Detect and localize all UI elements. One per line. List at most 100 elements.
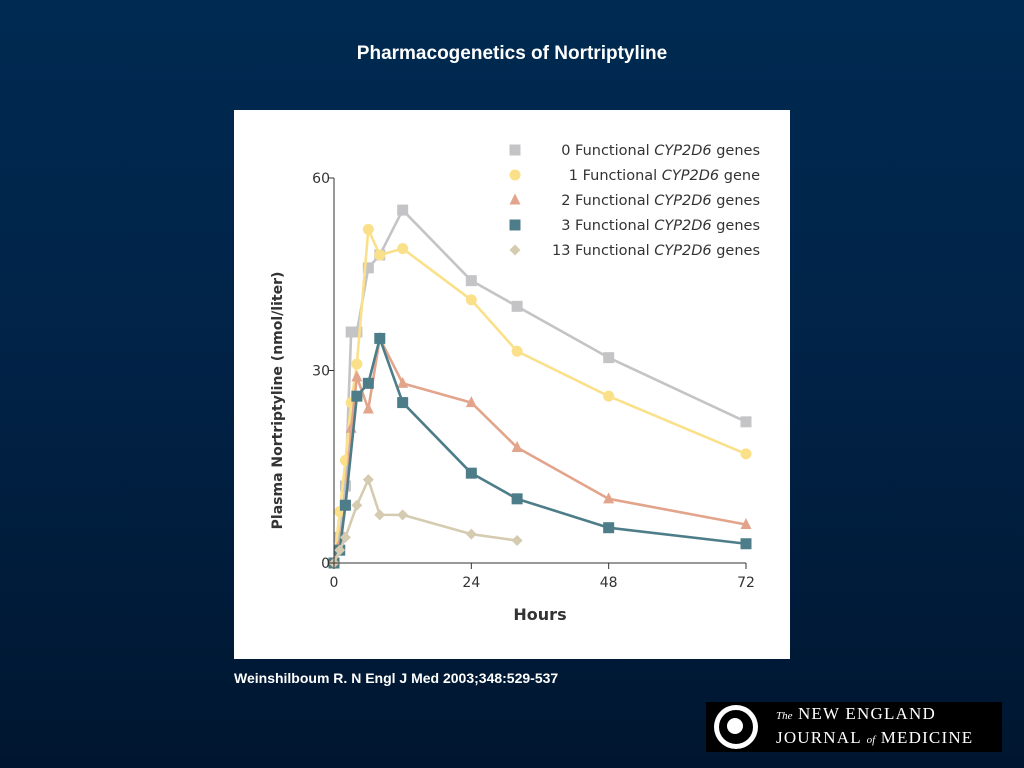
data-point-3-8	[511, 493, 523, 505]
legend-label-prefix-3: 3 Functional	[561, 218, 654, 234]
nejm-of: of	[866, 734, 876, 746]
data-point-1-7	[397, 243, 409, 255]
legend-label-gene-2: CYP2D6	[654, 193, 711, 209]
slide-title: Pharmacogenetics of Nortriptyline	[356, 43, 668, 64]
data-point-0-9	[511, 300, 523, 312]
legend-label-gene-3: CYP2D6	[654, 218, 711, 234]
data-point-2-8	[465, 396, 477, 408]
legend-marker-1	[509, 169, 521, 181]
data-point-2-4	[351, 370, 363, 382]
legend-label-suffix-2: genes	[712, 193, 760, 209]
x-tick-label-0: 0	[330, 575, 339, 591]
legend-label-3: 3 Functional CYP2D6 genes	[561, 218, 760, 234]
data-point-4-1	[334, 544, 346, 556]
legend-label-suffix-4: genes	[712, 243, 760, 259]
data-point-3-5	[374, 332, 386, 344]
legend-label-prefix-2: 2 Functional	[561, 193, 654, 209]
citation: Weinshilboum R. N Engl J Med 2003;348:52…	[234, 670, 559, 686]
data-point-1-4	[351, 358, 363, 370]
nejm-wordmark: The NEW ENGLAND JOURNAL of MEDICINE	[776, 703, 973, 751]
legend-label-prefix-1: 1 Functional	[569, 168, 662, 184]
y-tick-label-1: 30	[312, 364, 330, 380]
legend-label-gene-1: CYP2D6	[662, 168, 719, 184]
data-point-4-5	[374, 509, 386, 521]
legend-item-1: 1 Functional CYP2D6 gene	[509, 168, 760, 184]
data-point-3-4	[362, 377, 374, 389]
legend-label-0: 0 Functional CYP2D6 genes	[561, 143, 760, 159]
data-point-1-9	[511, 345, 523, 357]
data-point-4-3	[351, 499, 363, 511]
series-line-2	[332, 337, 747, 564]
legend-marker-3	[509, 219, 521, 231]
data-point-0-3	[345, 326, 357, 338]
nejm-the: The	[776, 710, 793, 722]
data-point-3-3	[351, 390, 363, 402]
series-3	[328, 332, 752, 569]
data-point-3-9	[603, 522, 615, 534]
legend-label-2: 2 Functional CYP2D6 genes	[561, 193, 760, 209]
series-2	[328, 331, 752, 568]
data-point-3-2	[339, 499, 351, 511]
data-point-1-8	[465, 294, 477, 306]
legend-label-gene-4: CYP2D6	[654, 243, 711, 259]
legend-item-2: 2 Functional CYP2D6 genes	[509, 193, 760, 209]
data-point-1-5	[362, 223, 374, 235]
data-point-1-10	[603, 390, 615, 402]
legend-label-suffix-3: genes	[712, 218, 760, 234]
nejm-new-england: NEW ENGLAND	[797, 704, 936, 723]
data-point-4-4	[362, 474, 374, 486]
legend-label-suffix-1: gene	[719, 168, 760, 184]
data-point-2-7	[397, 376, 409, 388]
data-point-0-11	[740, 416, 752, 428]
data-point-4-6	[397, 509, 409, 521]
data-point-0-10	[603, 352, 615, 364]
data-point-1-6	[374, 249, 386, 261]
x-tick-label-2: 48	[600, 575, 618, 591]
data-point-3-6	[397, 397, 409, 409]
data-point-2-5	[362, 402, 374, 414]
nortriptyline-chart: 0 24 48 72 0 30 60 Hours Plasma Nortriptyline (n…	[270, 143, 760, 624]
data-point-1-11	[740, 448, 752, 460]
y-tick-label-2: 60	[312, 171, 330, 187]
y-tick-label-0: 0	[321, 556, 330, 572]
legend-label-suffix-0: genes	[712, 143, 760, 159]
data-point-2-9	[511, 441, 523, 452]
data-point-3-7	[465, 467, 477, 479]
axes-layer: 0 24 48 72 0 30 60 Hours Plasma Nortriptyline (n…	[270, 171, 755, 624]
legend-item-0: 0 Functional CYP2D6 genes	[509, 143, 760, 159]
x-tick-label-1: 24	[462, 575, 480, 591]
legend-label-prefix-0: 0 Functional	[561, 143, 654, 159]
x-tick-label-3: 72	[737, 575, 755, 591]
legend-label-1: 1 Functional CYP2D6 gene	[569, 168, 760, 184]
data-point-0-8	[465, 275, 477, 287]
series-line-4	[332, 478, 518, 564]
data-point-2-11	[740, 518, 752, 529]
data-point-4-7	[465, 528, 477, 540]
legend-marker-0	[509, 144, 521, 156]
legend-label-gene-0: CYP2D6	[654, 143, 711, 159]
series-layer	[328, 204, 752, 569]
x-axis-label: Hours	[513, 605, 566, 624]
chart-panel: 0 24 48 72 0 30 60 Hours Plasma Nortriptyline (n…	[234, 110, 790, 659]
series-line-0	[332, 208, 747, 564]
data-point-4-2	[339, 531, 351, 543]
data-point-0-7	[397, 204, 409, 216]
data-point-0-4	[351, 326, 363, 338]
data-point-4-8	[511, 535, 523, 547]
nejm-journal: JOURNAL	[776, 728, 862, 747]
nejm-seal-icon	[714, 705, 758, 749]
nejm-medicine: MEDICINE	[880, 728, 974, 747]
data-point-2-10	[603, 492, 615, 504]
nejm-logo: The NEW ENGLAND JOURNAL of MEDICINE	[706, 702, 1002, 752]
legend-item-3: 3 Functional CYP2D6 genes	[509, 218, 760, 234]
legend: 0 Functional CYP2D6 genes 1 Functional CY…	[509, 143, 760, 259]
legend-marker-2	[509, 193, 521, 205]
data-point-0-5	[362, 262, 374, 274]
legend-label-prefix-4: 13 Functional	[552, 243, 654, 259]
series-line-1	[332, 228, 747, 564]
legend-item-4: 13 Functional CYP2D6 genes	[509, 243, 760, 259]
data-point-0-2	[339, 480, 351, 492]
data-point-3-10	[740, 538, 752, 550]
y-axis-label: Plasma Nortriptyline (nmol/liter)	[270, 272, 286, 530]
legend-marker-4	[509, 244, 521, 256]
